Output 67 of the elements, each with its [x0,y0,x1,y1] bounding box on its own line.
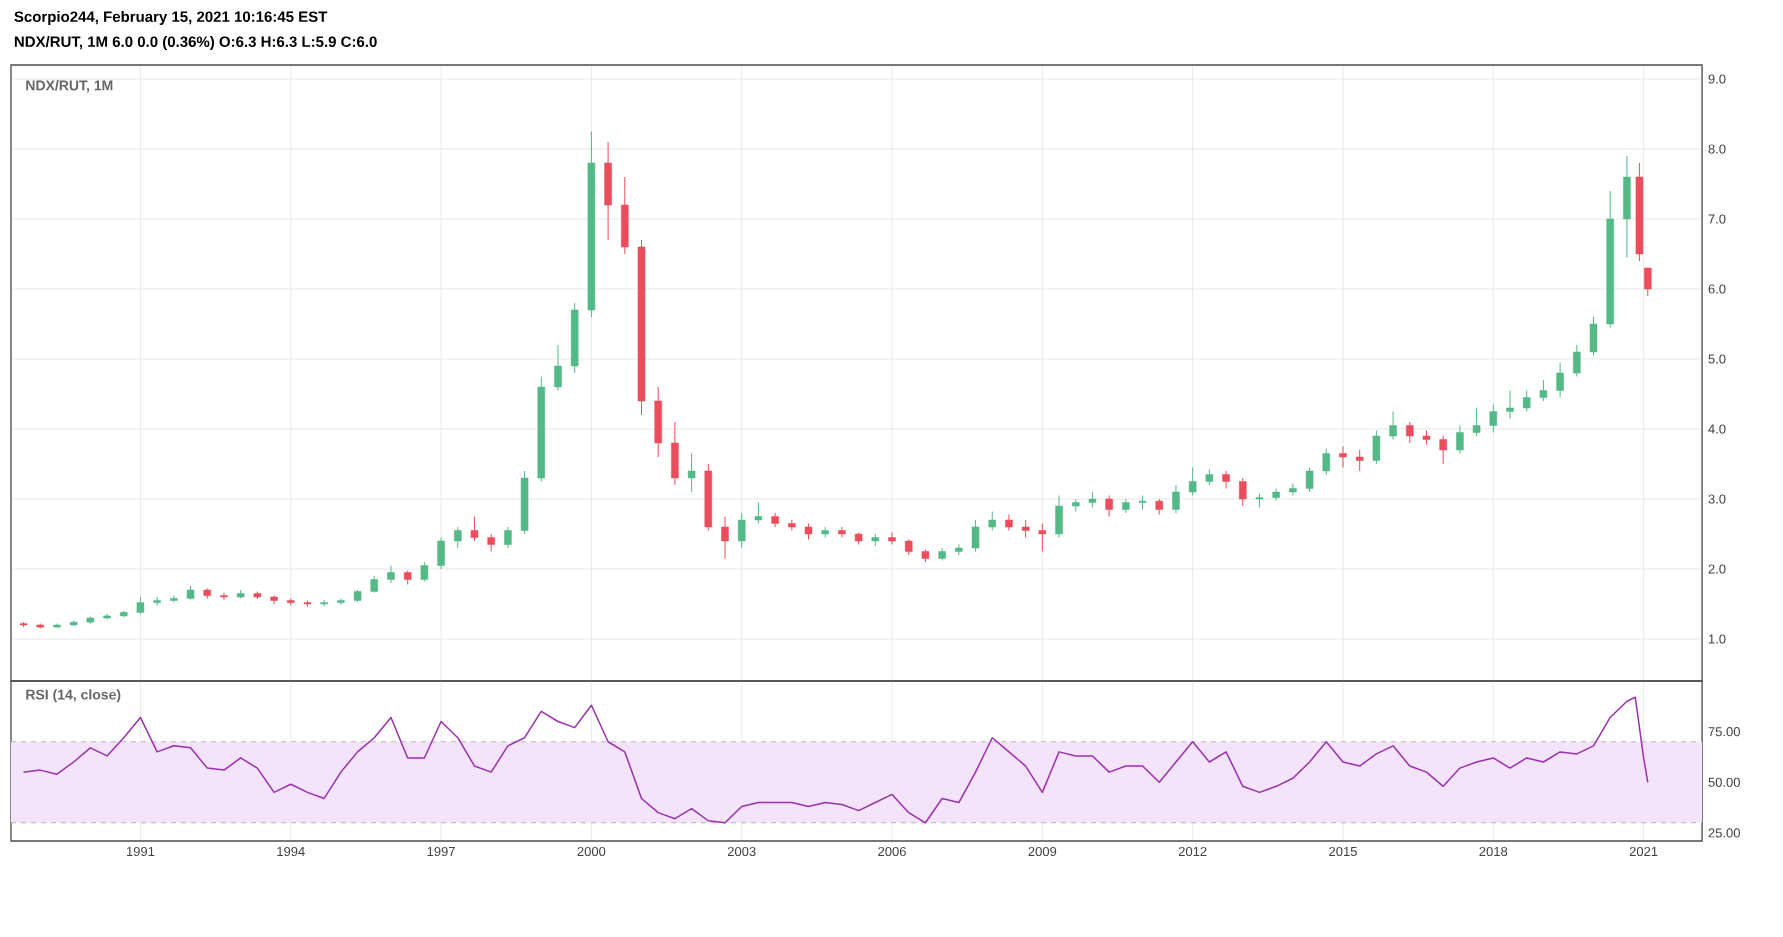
x-tick-label: 2018 [1479,846,1508,857]
candlestick [1439,435,1447,465]
candlestick [220,592,228,601]
candlestick [1573,344,1581,377]
x-tick-label: 2012 [1178,846,1207,857]
text: NDX/RUT, 1M [26,80,113,93]
x-tick-label: 2021 [1629,846,1658,857]
candlestick [153,596,161,606]
candlestick [721,515,729,559]
x-tick-label: 2006 [878,846,906,857]
candlestick [1289,483,1297,496]
candlestick [1188,466,1197,496]
candlestick [1239,477,1247,507]
y-tick-label: 75.00 [1708,727,1740,737]
x-tick-label: 2009 [1028,846,1057,857]
text: NDX/RUT, 1M 6.0 0.0 (0.36%) O:6.3 H:6.3 L:5.9 C:6.0 [14,35,377,50]
candlestick [504,526,512,549]
candlestick [1522,390,1531,412]
candlestick [888,532,896,545]
candlestick [1539,379,1548,402]
candlestick [1038,522,1047,552]
y-tick-label: 9.0 [1708,74,1726,84]
candlestick [387,565,395,584]
candlestick [1305,466,1314,493]
candlestick [420,561,429,583]
candlestick [1339,445,1347,468]
candlestick [988,511,996,531]
y-tick-label: 5.0 [1708,354,1726,364]
y-tick-label: 25.00 [1708,828,1740,838]
text: RSI (14, close) [26,689,121,703]
candlestick [1172,484,1180,514]
candlestick [687,452,696,493]
y-tick-label: 8.0 [1708,144,1726,154]
x-tick-label: 1997 [427,846,455,857]
candlestick [1355,449,1364,472]
candlestick [554,344,562,391]
candlestick [1456,425,1464,454]
candlestick [1222,470,1230,489]
y-tick-label: 4.0 [1708,424,1726,434]
x-tick-label: 1991 [126,846,155,857]
y-tick-label: 2.0 [1708,564,1726,574]
y-tick-label: 50.00 [1708,777,1740,787]
candlestick [1406,421,1414,444]
candlestick [737,512,746,549]
candlestick [454,526,462,549]
candlestick [754,502,763,524]
candlestick [1105,495,1113,517]
candlestick [971,519,980,552]
text: Scorpio244, February 15, 2021 10:16:45 EST [14,10,328,25]
candlestick [1322,448,1331,475]
y-tick-label: 1.0 [1708,634,1726,644]
candlestick [838,526,846,538]
candlestick [1644,267,1652,297]
x-tick-label: 1994 [277,846,305,857]
x-tick-label: 2003 [727,846,756,857]
candlestick [1506,390,1514,419]
y-tick-label: 3.0 [1708,494,1726,504]
candlestick [1489,403,1498,433]
candlestick [470,515,479,542]
candlestick [337,597,345,606]
x-tick-label: 2015 [1329,846,1357,857]
candlestick [1556,361,1564,398]
y-tick-label: 6.0 [1708,284,1726,294]
candlestick [1389,410,1397,440]
x-tick-label: 2000 [577,846,606,857]
y-tick-label: 7.0 [1708,214,1726,224]
candlestick [1472,407,1481,437]
